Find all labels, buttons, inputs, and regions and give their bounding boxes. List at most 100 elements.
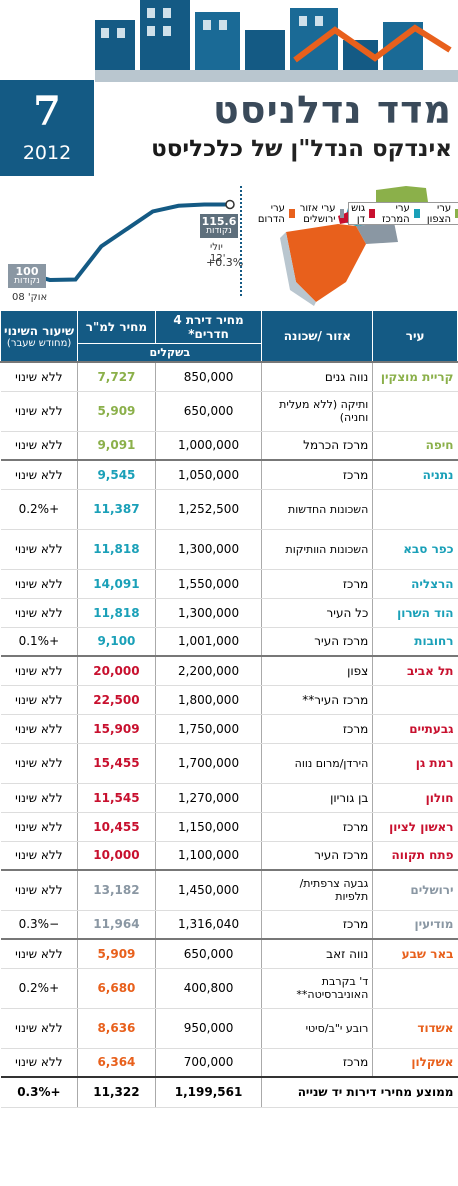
table-row: תל אביב צפון 2,200,000 20,000 ללא שינוי: [0, 655, 458, 686]
change-cell: ללא שינוי: [0, 361, 78, 392]
city-cell: רמת גן: [372, 743, 458, 784]
table-row: באר שבע נווה זאב 650,000 5,909 ללא שינוי: [0, 938, 458, 969]
ppm-cell: 22,500: [77, 685, 156, 715]
city-cell: קריית מוצקין: [372, 361, 458, 392]
ppm-cell: 14,091: [77, 569, 156, 599]
area-cell: גבעה צרפתית/ תלפיות: [261, 869, 373, 911]
area-cell: מרכז: [261, 714, 373, 744]
col-change-sub: (מחודש שעבר): [6, 337, 72, 349]
end-date: יולי 12': [210, 242, 226, 264]
price-cell: 1,270,000: [154, 783, 262, 813]
header: 7 2012 מדד נדלניסט אינדקס הנדל"ן של כלכל…: [0, 0, 458, 178]
col-price: מחיר דירת 4 חדרים*: [154, 310, 263, 344]
area-cell: מרכז העיר: [261, 841, 373, 871]
area-cell: מרכז: [261, 569, 373, 599]
col-city: עיר: [372, 310, 458, 363]
area-cell: נווה זאב: [261, 938, 373, 969]
table-row: מודיעין מרכז 1,316,040 11,964 −0.3%: [0, 910, 458, 940]
ppm-cell: 10,455: [77, 812, 156, 842]
table-row: ד' בקרבת האוניברסיטה** 400,800 6,680 +0.2%: [0, 968, 458, 1009]
area-cell: ותיקה (ללא מעלית וחניה): [261, 391, 373, 432]
table-row: כפר סבא השכונות הוותיקות 1,300,000 11,818 לל…: [0, 529, 458, 570]
end-value: 115.6: [201, 215, 237, 228]
city-cell: באר שבע: [372, 938, 458, 969]
city-cell: [372, 968, 458, 1009]
change-cell: ללא שינוי: [0, 938, 78, 969]
col-ppm: מחיר למ"ר: [77, 310, 156, 344]
end-value-label: 115.6 נקודות: [200, 214, 238, 238]
legend-swatch: [288, 209, 295, 218]
ppm-cell: 8,636: [77, 1008, 156, 1049]
legend-item: ערי הדרום: [255, 203, 295, 225]
price-cell: 400,800: [154, 968, 262, 1009]
ppm-cell: 6,680: [77, 968, 156, 1009]
issue-year: 2012: [22, 142, 72, 164]
chart-canvas: [19, 199, 235, 282]
change-cell: ללא שינוי: [0, 869, 78, 911]
ppm-cell: 5,909: [77, 391, 156, 432]
table-footer: ממוצע מחירי דירות יד שנייה 1,199,561 11,…: [0, 1076, 458, 1108]
change-cell: ללא שינוי: [0, 1048, 78, 1078]
ppm-cell: 11,964: [77, 910, 156, 940]
table-row: רמת גן הירדן/מרום נווה 1,700,000 15,455 ללא …: [0, 743, 458, 784]
legend-label: ערי הדרום: [257, 202, 285, 225]
legend-label: גוש דן: [351, 202, 366, 225]
change-cell: +0.2%: [0, 968, 78, 1009]
change-cell: +0.1%: [0, 627, 78, 657]
table-row: גבעתיים מרכז 1,750,000 15,909 ללא שינוי: [0, 714, 458, 744]
area-cell: מרכז: [261, 1048, 373, 1078]
price-cell: 1,800,000: [154, 685, 262, 715]
area-cell: השכונות הוותיקות: [261, 529, 373, 570]
ppm-cell: 20,000: [77, 655, 156, 686]
change-cell: ללא שינוי: [0, 598, 78, 628]
table-row: אשדוד רובע י"ב/סיטי 950,000 8,636 ללא שינוי: [0, 1008, 458, 1049]
area-cell: השכונות החדשות: [261, 489, 373, 530]
ppm-cell: 15,909: [77, 714, 156, 744]
subtitle-prefix: אינדקס הנדל"ן של: [251, 136, 452, 162]
price-cell: 1,550,000: [154, 569, 262, 599]
page-subtitle: אינדקס הנדל"ן של כלכליסט: [151, 136, 452, 162]
price-cell: 1,150,000: [154, 812, 262, 842]
legend-label: ערי הצפון: [426, 202, 452, 225]
area-cell: רובע י"ב/סיטי: [261, 1008, 373, 1049]
price-cell: 1,300,000: [154, 598, 262, 628]
ppm-cell: 13,182: [77, 869, 156, 911]
ppm-cell: 11,818: [77, 529, 156, 570]
table-row: הרצליה מרכז 1,550,000 14,091 ללא שינוי: [0, 569, 458, 599]
price-cell: 1,750,000: [154, 714, 262, 744]
city-cell: הוד השרון: [372, 598, 458, 628]
legend-item: ערי אזור ירושלים: [299, 203, 345, 225]
ppm-cell: 9,545: [77, 459, 156, 490]
ppm-cell: 9,091: [77, 431, 156, 461]
area-cell: מרכז: [261, 812, 373, 842]
price-cell: 700,000: [154, 1048, 262, 1078]
city-cell: ראשון לציון: [372, 812, 458, 842]
legend-item: ערי הצפון: [424, 203, 458, 225]
city-cell: מודיעין: [372, 910, 458, 940]
end-point: [225, 199, 235, 210]
change-cell: ללא שינוי: [0, 714, 78, 744]
table-row: חולון בן גוריון 1,270,000 11,545 ללא שינוי: [0, 783, 458, 813]
city-cell: אשדוד: [372, 1008, 458, 1049]
map-legend: ערי הצפון ערי המרכז גוש דן ערי אזור ירושלים…: [258, 202, 458, 225]
table-row: ירושלים גבעה צרפתית/ תלפיות 1,450,000 13,18…: [0, 869, 458, 911]
price-cell: 1,252,500: [154, 489, 262, 530]
change-cell: ללא שינוי: [0, 529, 78, 570]
ppm-cell: 6,364: [77, 1048, 156, 1078]
page-title: מדד נדלניסט: [213, 88, 452, 132]
end-change: +0.3%: [206, 256, 244, 269]
legend-list: ערי הצפון ערי המרכז גוש דן ערי אזור ירושלים…: [258, 203, 458, 225]
change-cell: ללא שינוי: [0, 812, 78, 842]
index-line-chart: 100 נקודות אוק' 08 115.6 נקודות יולי 12'…: [0, 180, 244, 308]
city-cell: פתח תקווה: [372, 841, 458, 871]
legend-swatch: [339, 209, 345, 218]
city-cell: חולון: [372, 783, 458, 813]
area-cell: מרכז: [261, 910, 373, 940]
city-cell: ירושלים: [372, 869, 458, 911]
change-cell: ללא שינוי: [0, 685, 78, 715]
skyline-illustration: [95, 0, 458, 82]
change-cell: ללא שינוי: [0, 655, 78, 686]
table-row: חיפה מרכז הכרמל 1,000,000 9,091 ללא שינוי: [0, 431, 458, 461]
price-cell: 2,200,000: [154, 655, 262, 686]
ppm-cell: 11,818: [77, 598, 156, 628]
